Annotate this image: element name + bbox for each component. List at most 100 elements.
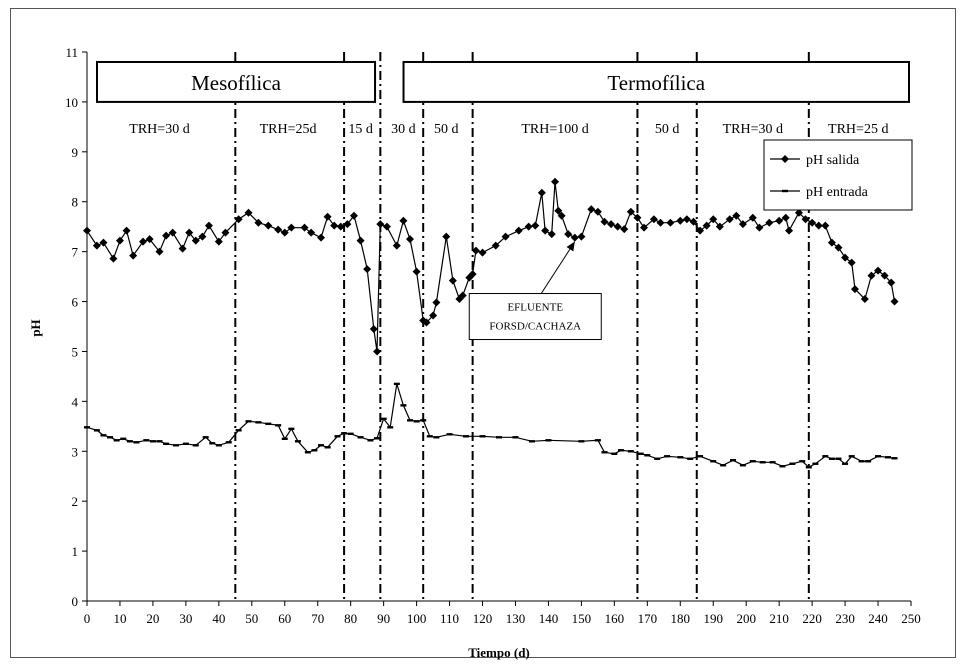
data-point-salida: [709, 215, 718, 224]
x-tick-label: 60: [278, 611, 291, 626]
x-tick-label: 110: [440, 611, 459, 626]
y-tick-label: 0: [72, 594, 79, 609]
series-lines: [83, 177, 899, 469]
data-point-entrada: [835, 457, 842, 460]
data-point-salida: [755, 223, 764, 232]
data-point-entrada: [446, 433, 453, 436]
data-point-salida: [343, 220, 352, 229]
data-point-salida: [656, 218, 665, 227]
y-tick-label: 6: [72, 295, 79, 310]
data-point-salida: [570, 233, 579, 242]
data-point-entrada: [479, 435, 486, 438]
data-point-salida: [640, 223, 649, 232]
data-point-entrada: [433, 436, 440, 439]
data-point-salida: [850, 285, 859, 294]
legend-marker-entrada: [782, 189, 788, 193]
data-point-salida: [887, 278, 896, 287]
data-point-entrada: [654, 457, 661, 460]
phase-label: Termofílica: [607, 71, 705, 95]
x-tick-label: 120: [473, 611, 493, 626]
data-point-salida: [551, 177, 560, 186]
data-point-entrada: [749, 460, 756, 463]
data-point-entrada: [697, 455, 704, 458]
annotation-arrowhead: [566, 241, 575, 252]
phase-label: Mesofílica: [191, 71, 281, 95]
data-point-entrada: [789, 462, 796, 465]
data-point-entrada: [426, 435, 433, 438]
data-point-salida: [406, 235, 415, 244]
data-point-salida: [307, 228, 316, 237]
data-point-salida: [287, 223, 296, 232]
data-point-entrada: [172, 444, 179, 447]
data-point-entrada: [594, 439, 601, 442]
y-tick-label: 5: [72, 344, 79, 359]
x-tick-label: 40: [212, 611, 225, 626]
data-point-salida: [633, 213, 642, 222]
data-point-salida: [369, 324, 378, 333]
data-point-entrada: [420, 419, 427, 422]
data-point-salida: [715, 222, 724, 231]
data-point-salida: [448, 276, 457, 285]
x-tick-label: 190: [703, 611, 723, 626]
data-point-entrada: [545, 439, 552, 442]
data-point-salida: [442, 232, 451, 241]
data-point-entrada: [156, 440, 163, 443]
data-point-entrada: [884, 456, 891, 459]
annotation-box: [468, 293, 602, 341]
data-point-entrada: [627, 450, 634, 453]
data-point-entrada: [367, 439, 374, 442]
data-point-entrada: [779, 465, 786, 468]
x-tick-label: 90: [377, 611, 390, 626]
data-point-salida: [458, 291, 467, 300]
y-tick-label: 10: [65, 95, 78, 110]
data-point-salida: [732, 211, 741, 220]
data-point-entrada: [848, 455, 855, 458]
data-point-salida: [274, 225, 283, 234]
data-point-salida: [738, 220, 747, 229]
data-point-salida: [501, 232, 510, 241]
data-point-salida: [412, 267, 421, 276]
data-point-entrada: [324, 446, 331, 449]
data-point-salida: [422, 318, 431, 327]
data-point-salida: [537, 188, 546, 197]
data-point-entrada: [294, 440, 301, 443]
data-point-entrada: [617, 449, 624, 452]
data-point-salida: [129, 251, 138, 260]
data-point-salida: [600, 217, 609, 226]
y-tick-label: 8: [72, 195, 79, 210]
data-point-entrada: [202, 436, 209, 439]
data-point-salida: [356, 236, 365, 245]
data-point-salida: [821, 221, 830, 230]
data-point-entrada: [865, 460, 872, 463]
data-point-entrada: [265, 422, 272, 426]
x-tick-label: 130: [506, 611, 526, 626]
data-point-salida: [336, 222, 345, 231]
data-point-entrada: [400, 404, 407, 407]
period-label: TRH=30 d: [129, 122, 189, 137]
period-labels: TRH=30 d TRH=25d 15 d 30 d 50 d TRH=100 d 50 d…: [129, 122, 888, 137]
x-tick-label: 70: [311, 611, 324, 626]
x-tick-label: 240: [868, 611, 888, 626]
y-tick-label: 7: [72, 245, 79, 260]
x-tick-label: 140: [539, 611, 559, 626]
legend-marker-salida: [781, 155, 789, 163]
data-point-salida: [808, 218, 817, 227]
data-point-entrada: [192, 444, 199, 447]
data-point-salida: [214, 237, 223, 246]
data-point-salida: [649, 215, 658, 224]
data-point-salida: [801, 215, 810, 224]
period-label: TRH=30 d: [723, 122, 783, 137]
data-point-salida: [785, 226, 794, 235]
x-tick-label: 80: [344, 611, 357, 626]
data-point-entrada: [133, 441, 140, 444]
chart-frame: [10, 8, 956, 658]
data-point-entrada: [644, 454, 651, 457]
data-point-salida: [162, 231, 171, 240]
y-tick-label: 2: [72, 494, 79, 509]
y-axis-title: pH: [28, 319, 43, 336]
y-tick-label: 9: [72, 145, 79, 160]
data-point-salida: [330, 221, 339, 230]
data-point-salida: [781, 213, 790, 222]
data-point-entrada: [828, 457, 835, 460]
